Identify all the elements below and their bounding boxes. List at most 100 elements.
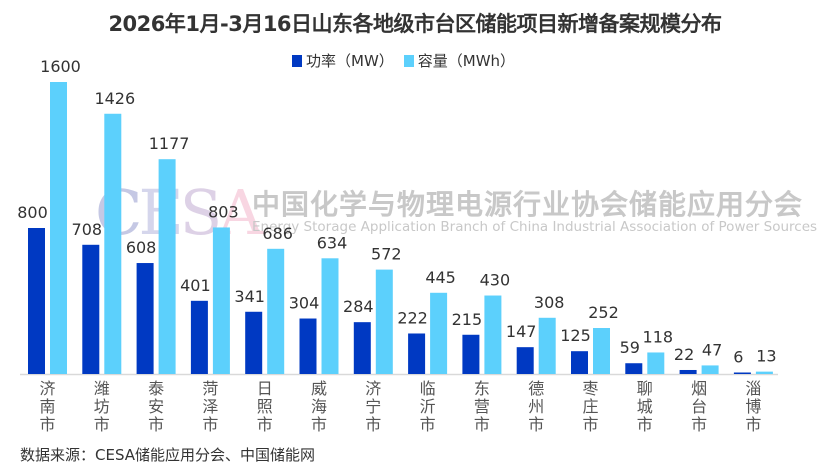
x-tick-label: 菏	[202, 379, 218, 398]
bar-capacity	[701, 365, 719, 374]
x-tick-label: 城	[637, 397, 653, 416]
legend-swatch-power	[292, 54, 302, 67]
data-label-power: 341	[234, 287, 265, 306]
bar-capacity	[212, 227, 230, 374]
data-label-capacity: 1177	[149, 134, 190, 153]
data-label-power: 304	[289, 294, 320, 313]
data-label-capacity: 308	[534, 293, 565, 312]
bar-capacity	[158, 159, 176, 374]
bar-capacity	[50, 82, 67, 374]
x-tick-label: 营	[474, 397, 490, 416]
x-tick-label: 照	[257, 397, 273, 416]
bar-capacity	[755, 371, 773, 374]
x-tick-label: 威	[311, 379, 327, 398]
x-tick-label: 市	[420, 415, 436, 434]
bar-power	[571, 351, 588, 374]
x-tick-label: 市	[474, 415, 490, 434]
x-tick-label: 市	[528, 415, 544, 434]
x-tick-label: 烟	[691, 379, 707, 398]
x-tick-label: 潍	[94, 379, 110, 398]
watermark-english: Energy Storage Application Branch of Chi…	[252, 219, 818, 235]
bar-capacity	[647, 352, 665, 374]
x-tick-label: 济	[365, 379, 381, 398]
data-label-capacity: 1600	[40, 57, 81, 76]
x-tick-label: 市	[94, 415, 110, 434]
x-tick-label: 市	[311, 415, 327, 434]
bar-power	[353, 322, 371, 374]
x-tick-label: 淄	[745, 379, 761, 398]
x-tick-label: 宁	[365, 397, 381, 416]
x-tick-label: 德	[528, 379, 544, 398]
x-tick-label: 东	[474, 379, 490, 398]
bar-power	[733, 372, 751, 374]
data-label-capacity: 430	[480, 271, 511, 290]
x-tick-label: 日	[257, 379, 273, 398]
data-label-power: 708	[72, 220, 103, 239]
data-label-capacity: 13	[756, 347, 776, 366]
watermark-chinese: 中国化学与物理电源行业协会储能应用分会	[252, 188, 804, 221]
x-tick-label: 临	[420, 379, 436, 398]
data-label-power: 284	[343, 297, 374, 316]
data-label-power: 215	[452, 310, 483, 329]
bar-power	[679, 369, 697, 374]
bar-power	[299, 318, 317, 374]
bar-power	[136, 263, 154, 374]
legend-label-capacity: 容量（MWh）	[417, 52, 516, 70]
data-label-capacity: 572	[371, 245, 402, 264]
legend-label-power: 功率（MW）	[306, 52, 394, 70]
data-label-power: 6	[733, 348, 743, 367]
x-tick-label: 泰	[148, 379, 164, 398]
legend-swatch-capacity	[403, 54, 414, 67]
bar-power	[245, 311, 263, 374]
data-label-capacity: 1426	[94, 89, 135, 108]
x-tick-label: 台	[691, 397, 707, 416]
x-tick-label: 坊	[94, 397, 110, 416]
data-label-capacity: 47	[702, 340, 722, 359]
bar-power	[625, 363, 643, 374]
x-tick-label: 市	[582, 415, 598, 434]
bar-capacity	[593, 328, 610, 374]
x-tick-label: 聊	[637, 379, 653, 398]
x-tick-label: 市	[39, 415, 55, 434]
bar-power	[462, 334, 480, 374]
data-source: 数据来源：CESA储能应用分会、中国储能网	[20, 446, 316, 464]
x-tick-label: 市	[257, 415, 273, 434]
data-label-power: 147	[506, 322, 537, 341]
bar-power	[28, 228, 45, 374]
x-tick-label: 枣	[582, 379, 598, 398]
data-label-capacity: 803	[208, 202, 239, 221]
bar-power	[190, 300, 208, 374]
data-label-power: 22	[674, 345, 694, 364]
x-tick-label: 市	[148, 415, 164, 434]
x-tick-label: 海	[311, 397, 327, 416]
bar-capacity	[104, 113, 122, 374]
legend-item-power: 功率（MW）	[292, 50, 394, 71]
bar-power	[516, 347, 534, 374]
chart-title: 2026年1月-3月16日山东各地级市台区储能项目新增备案规模分布	[108, 12, 722, 36]
data-label-power: 59	[620, 338, 640, 357]
x-tick-label: 市	[691, 415, 707, 434]
bar-power	[408, 333, 426, 374]
x-tick-label: 市	[202, 415, 218, 434]
data-label-power: 608	[126, 238, 157, 257]
x-tick-label: 沂	[420, 397, 436, 416]
x-tick-label: 泽	[202, 397, 218, 416]
data-label-capacity: 118	[643, 327, 674, 346]
data-label-power: 125	[560, 326, 591, 345]
legend: 功率（MW） 容量（MWh）	[292, 50, 515, 71]
x-tick-label: 州	[528, 397, 544, 416]
x-tick-label: 市	[745, 415, 761, 434]
data-label-power: 222	[397, 308, 428, 327]
data-label-power: 401	[180, 276, 211, 295]
x-tick-label: 市	[637, 415, 653, 434]
bar-capacity	[375, 269, 393, 374]
legend-item-capacity: 容量（MWh）	[403, 50, 516, 71]
bar-capacity	[430, 292, 448, 374]
data-label-capacity: 634	[317, 233, 348, 252]
data-label-power: 800	[17, 203, 48, 222]
bar-capacity	[484, 295, 502, 374]
x-tick-label: 济	[39, 379, 55, 398]
data-label-capacity: 252	[588, 303, 619, 322]
x-tick-label: 南	[39, 397, 55, 416]
